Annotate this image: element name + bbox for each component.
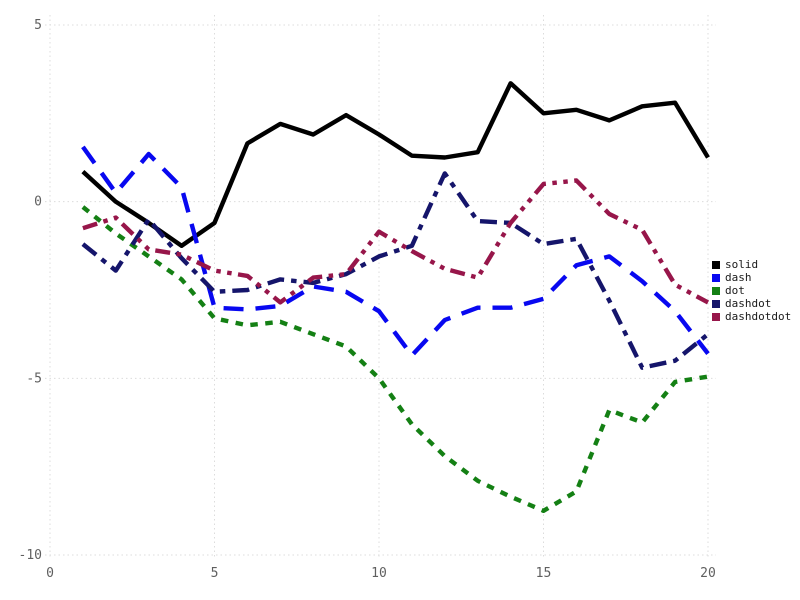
legend-label: dashdotdot bbox=[725, 310, 792, 323]
legend-label: solid bbox=[725, 258, 759, 271]
legend: solid dash dot dashdot dashdotdot bbox=[712, 259, 791, 323]
legend-item-solid: solid bbox=[712, 259, 791, 271]
series-line-solid bbox=[81, 81, 710, 249]
legend-swatch-dashdotdot bbox=[712, 313, 720, 321]
legend-item-dash: dash bbox=[712, 272, 791, 284]
series-line-dash bbox=[81, 145, 710, 358]
x-tick-label: 15 bbox=[536, 566, 552, 581]
legend-label: dashdot bbox=[725, 297, 772, 310]
legend-swatch-dash bbox=[712, 274, 720, 282]
grid-layer bbox=[45, 15, 716, 558]
legend-swatch-dashdot bbox=[712, 300, 720, 308]
legend-swatch-solid bbox=[712, 261, 720, 269]
legend-item-dot: dot bbox=[712, 285, 791, 297]
legend-label: dot bbox=[725, 284, 745, 297]
series-line-dashdotdot bbox=[82, 178, 710, 305]
tick-labels: 0 5 10 15 20 5 0 -5 -10 bbox=[19, 18, 716, 581]
y-tick-label: 5 bbox=[34, 18, 42, 33]
legend-item-dashdot: dashdot bbox=[712, 298, 791, 310]
x-tick-label: 20 bbox=[700, 566, 716, 581]
x-tick-label: 10 bbox=[371, 566, 387, 581]
x-tick-label: 0 bbox=[46, 566, 54, 581]
legend-label: dash bbox=[725, 271, 752, 284]
legend-item-dashdotdot: dashdotdot bbox=[712, 311, 791, 323]
series-line-dashdot bbox=[81, 171, 710, 370]
y-tick-label: -10 bbox=[19, 548, 42, 563]
y-tick-label: 0 bbox=[34, 195, 42, 210]
legend-swatch-dot bbox=[712, 287, 720, 295]
x-tick-label: 5 bbox=[211, 566, 219, 581]
y-tick-label: -5 bbox=[26, 371, 42, 386]
